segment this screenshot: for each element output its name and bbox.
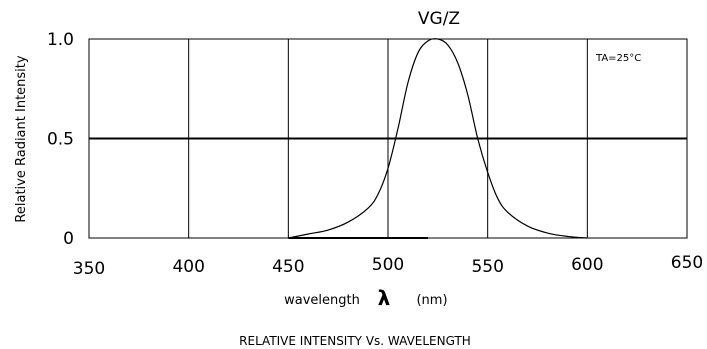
x-axis-label: wavelength [284, 293, 360, 308]
y-axis-label: Relative Radiant Intensity [14, 55, 29, 222]
x-tick-label: 350 [73, 259, 105, 279]
x-tick-label: 550 [471, 257, 503, 277]
tick-labels: 350 400 450 500 550 600 650 0 0.5 1.0 [47, 30, 703, 279]
x-tick-label: 650 [671, 253, 703, 273]
x-tick-label: 500 [372, 255, 404, 275]
y-tick-label: 0.5 [47, 130, 74, 150]
lambda-symbol: λ [378, 286, 391, 310]
grid [88, 38, 688, 239]
series-layer [288, 38, 588, 239]
x-tick-label: 400 [172, 257, 204, 277]
x-tick-label: 600 [571, 255, 603, 275]
x-tick-label: 450 [272, 257, 304, 277]
chart-caption: RELATIVE INTENSITY Vs. WAVELENGTH [239, 334, 471, 348]
x-axis-unit: (nm) [416, 293, 447, 308]
temperature-annotation: TA=25°C [595, 53, 641, 64]
series-line-0 [288, 38, 588, 239]
y-tick-label: 1.0 [47, 30, 74, 50]
y-tick-label: 0 [63, 229, 74, 249]
chart-title: VG/Z [418, 9, 460, 29]
